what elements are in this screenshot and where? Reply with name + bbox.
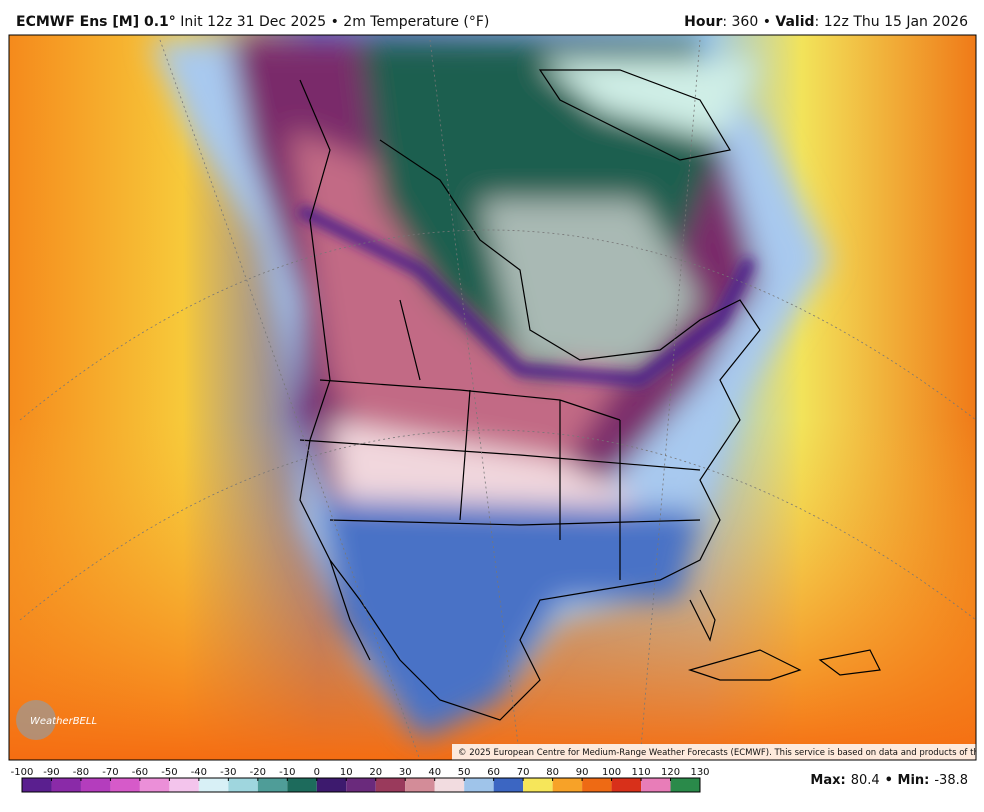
header: ECMWF Ens [M] 0.1° Init 12z 31 Dec 2025 … <box>16 14 968 30</box>
colorbar-tick-label: -10 <box>279 767 295 778</box>
colorbar-tick-label: 130 <box>690 767 709 778</box>
colorbar-tick-label: -20 <box>250 767 266 778</box>
colorbar-tick-label: 100 <box>602 767 621 778</box>
colorbar-bin <box>316 778 347 792</box>
colorbar-tick-label: -30 <box>220 767 236 778</box>
colorbar-tick-label: -50 <box>161 767 177 778</box>
colorbar-bin <box>582 778 612 792</box>
colorbar-bin <box>375 778 406 792</box>
colorbar-tick-label: -40 <box>191 767 207 778</box>
colorbar-bin <box>523 778 553 792</box>
map: WeatherBELL © 2025 European Centre for M… <box>9 35 984 760</box>
stats-part: Max: <box>810 773 845 788</box>
colorbar-tick-label: 90 <box>576 767 589 778</box>
colorbar-bin <box>434 778 465 792</box>
colorbar-tick-label: 40 <box>428 767 441 778</box>
header-part: Valid <box>775 14 814 30</box>
colorbar-tick-label: 70 <box>517 767 530 778</box>
colorbar-tick-label: 80 <box>546 767 559 778</box>
colorbar-tick-label: 0 <box>314 767 320 778</box>
colorbar-tick-label: 120 <box>661 767 680 778</box>
colorbar-bin <box>228 778 258 792</box>
header-part: : 360 • <box>722 14 775 30</box>
colorbar-tick-label: 60 <box>487 767 500 778</box>
colorbar-bin <box>611 778 642 792</box>
header-part: Hour <box>684 14 722 30</box>
colorbar-bin <box>670 778 700 792</box>
stats-part: -38.8 <box>934 773 968 788</box>
header-part: Init 12z 31 Dec 2025 • 2m Temperature (°… <box>176 14 490 30</box>
colorbar-bin <box>287 778 317 792</box>
colorbar-tick-label: 20 <box>369 767 382 778</box>
colorbar-bin <box>552 778 583 792</box>
colorbar-bin <box>139 778 170 792</box>
colorbar-tick-label: -100 <box>11 767 34 778</box>
colorbar-bin <box>346 778 376 792</box>
stats: Max: 80.4 • Min: -38.8 <box>810 773 968 788</box>
stats-part: 80.4 <box>851 773 880 788</box>
logo: WeatherBELL <box>16 700 97 740</box>
colorbar-bin <box>110 778 140 792</box>
colorbar-bin <box>169 778 199 792</box>
header-left: ECMWF Ens [M] 0.1° Init 12z 31 Dec 2025 … <box>16 14 489 30</box>
stats-part: • Min: <box>885 773 930 788</box>
colorbar-tick-label: 110 <box>631 767 650 778</box>
graticule <box>19 39 976 760</box>
logo-text: WeatherBELL <box>30 716 97 727</box>
colorbar-bin <box>198 778 229 792</box>
header-part: ECMWF Ens [M] 0.1° <box>16 14 176 30</box>
colorbar-bin <box>641 778 671 792</box>
colorbar-bin <box>22 778 52 792</box>
header-part: : 12z Thu 15 Jan 2026 <box>815 14 969 30</box>
colorbar-bin <box>257 778 288 792</box>
coastlines <box>299 69 881 721</box>
colorbar-tick-label: 30 <box>399 767 412 778</box>
colorbar-tick-label: 50 <box>458 767 471 778</box>
cold-front <box>297 204 756 387</box>
colorbar-tick-label: 10 <box>340 767 353 778</box>
colorbar-tick-label: -60 <box>132 767 148 778</box>
header-right: Hour: 360 • Valid: 12z Thu 15 Jan 2026 <box>684 14 968 30</box>
copyright: © 2025 European Centre for Medium-Range … <box>458 748 984 758</box>
colorbar-bin <box>493 778 524 792</box>
colorbar-frame <box>21 777 701 793</box>
colorbar-tick-label: -70 <box>102 767 118 778</box>
colorbar-tick-label: -80 <box>73 767 89 778</box>
colorbar-bin <box>405 778 435 792</box>
copyright-box <box>452 744 976 760</box>
colorbar-bin <box>464 778 494 792</box>
colorbar-bin <box>80 778 111 792</box>
colorbar-tick-label: -90 <box>43 767 59 778</box>
colorbar-bin <box>51 778 81 792</box>
colorbar: -100 -90 -80 -70 -60 -50 -40 -30 -20 -10 0 10 20 30 40… <box>11 767 710 793</box>
map-frame <box>8 34 977 761</box>
